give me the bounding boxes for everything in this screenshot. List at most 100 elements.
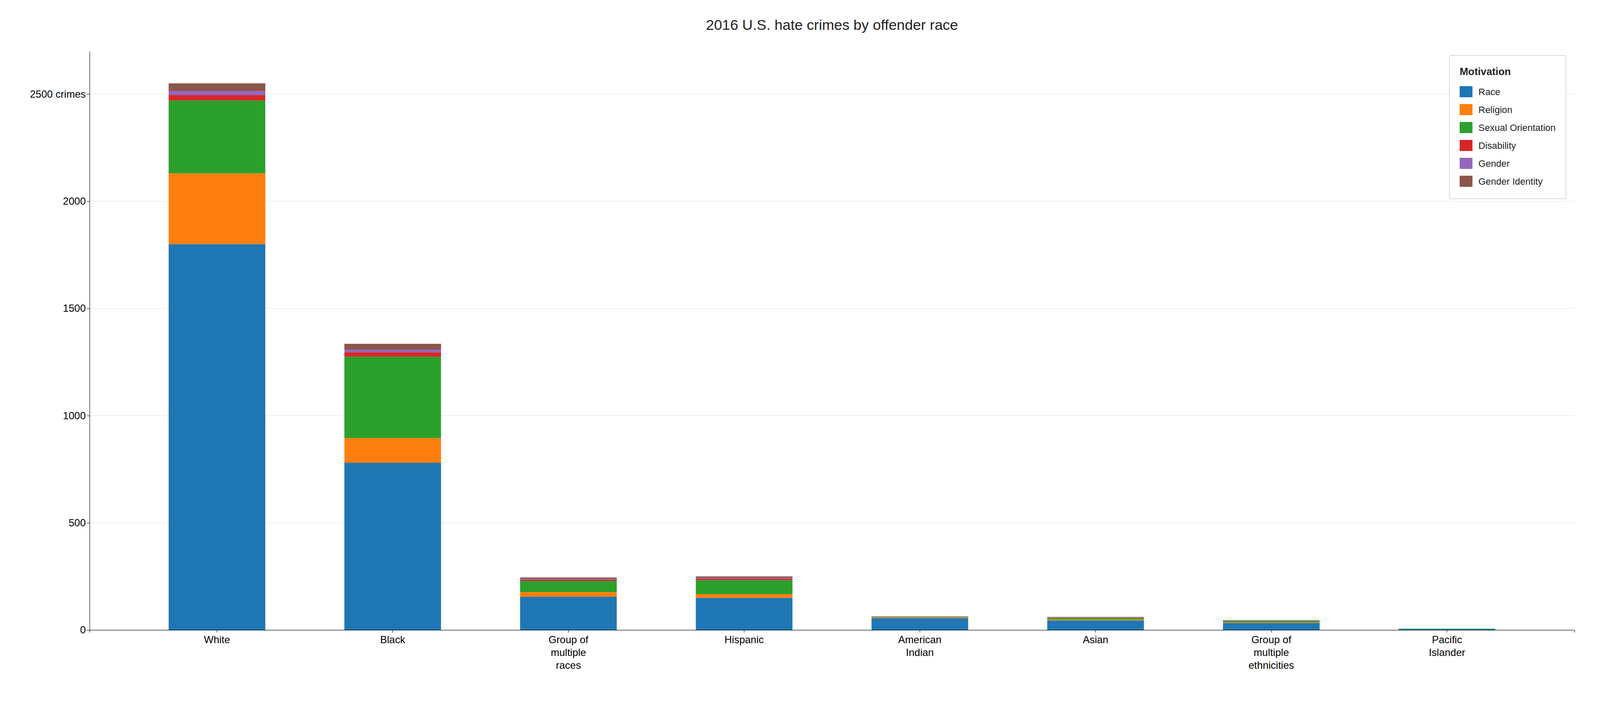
x-tick-mark <box>392 630 393 633</box>
y-axis-line <box>89 51 91 631</box>
y-tick-mark <box>87 522 90 524</box>
x-tick: White <box>203 630 230 646</box>
bar <box>695 577 793 579</box>
bar <box>1222 620 1320 621</box>
y-tick-mark <box>87 308 90 309</box>
x-tick-mark <box>743 630 745 633</box>
x-tick-label-line: ethnicities <box>1248 659 1295 671</box>
bar <box>519 596 617 631</box>
bar <box>695 576 793 578</box>
bar <box>1222 620 1320 622</box>
bar-series <box>168 83 1320 621</box>
bar-series <box>168 95 1320 622</box>
x-axis-line <box>90 630 1575 634</box>
bar-series <box>168 243 1496 631</box>
bar <box>871 617 969 619</box>
y-tick-mark <box>87 94 90 95</box>
legend-item: Race <box>1459 86 1501 98</box>
bar <box>871 615 969 617</box>
bar <box>1222 622 1320 631</box>
bar <box>168 100 266 174</box>
bar <box>1047 617 1145 619</box>
x-tick-label-line: races <box>555 659 581 671</box>
grid-line <box>89 415 1575 416</box>
bar <box>1047 619 1145 621</box>
y-tick-label: 1000 <box>63 409 86 422</box>
legend-label: Disability <box>1478 140 1516 151</box>
y-tick-label: 0 <box>80 624 86 636</box>
x-tick-label-line: Group of <box>548 633 589 646</box>
bar <box>871 618 969 631</box>
legend-title: Motivation <box>1459 65 1511 78</box>
x-tick-label-line: Islander <box>1428 646 1466 659</box>
x-tick: Group ofmultipleraces <box>548 630 589 671</box>
bar <box>1222 621 1320 623</box>
bar <box>1398 628 1496 629</box>
x-tick-label-line: Black <box>380 633 406 646</box>
y-tick-label: 500 <box>68 516 86 529</box>
legend-item: Gender Identity <box>1459 175 1543 187</box>
x-tick-label-line: Indian <box>905 646 934 659</box>
bar <box>871 616 969 618</box>
x-tick-mark <box>919 630 921 633</box>
bar <box>695 580 793 595</box>
bar <box>344 438 442 463</box>
chart: 05001000150020002500 crimesWhiteBlackGro… <box>0 0 1600 711</box>
x-tick-label: Black <box>380 633 406 646</box>
bar <box>1398 628 1496 629</box>
legend-frame <box>1449 55 1566 199</box>
legend-item: Disability <box>1459 139 1516 151</box>
x-tick-label-line: multiple <box>550 646 587 659</box>
grid-line <box>89 308 1575 309</box>
x-tick-label-line: American <box>898 633 942 646</box>
bar <box>871 616 969 618</box>
bar <box>1398 629 1496 631</box>
legend-label: Gender Identity <box>1478 176 1543 187</box>
legend-label: Sexual Orientation <box>1478 122 1556 134</box>
x-axis: WhiteBlackGroup ofmultipleracesHispanicA… <box>90 630 1575 671</box>
bar <box>695 594 793 599</box>
legend: MotivationRaceReligionSexual Orientation… <box>1449 55 1566 199</box>
bar <box>519 577 617 579</box>
y-tick: 2500 crimes <box>29 88 90 100</box>
legend-label: Gender <box>1478 158 1510 169</box>
x-tick-mark <box>1446 630 1448 633</box>
legend-label: Race <box>1478 86 1501 98</box>
bar <box>695 598 793 631</box>
x-tick-label-line: Asian <box>1082 633 1109 646</box>
x-tick-label-line: White <box>203 633 230 646</box>
legend-swatch <box>1459 139 1473 151</box>
grid <box>89 94 1575 631</box>
bar <box>168 173 266 244</box>
y-tick-mark <box>87 415 90 416</box>
x-tick-label-line: Pacific <box>1431 633 1463 646</box>
bars <box>168 83 1496 631</box>
y-tick-mark <box>87 630 90 631</box>
legend-swatch <box>1459 175 1473 187</box>
y-tick: 1500 <box>63 302 90 314</box>
y-axis: 05001000150020002500 crimes <box>29 51 90 636</box>
bar <box>1222 620 1320 622</box>
bar <box>168 243 266 631</box>
bar <box>168 90 266 96</box>
bar <box>344 343 442 350</box>
legend-swatch <box>1459 121 1473 134</box>
x-tick: Asian <box>1082 630 1109 646</box>
plot: 05001000150020002500 crimesWhiteBlackGro… <box>29 51 1575 672</box>
title: 2016 U.S. hate crimes by offender race <box>705 16 959 33</box>
bar <box>1398 628 1496 629</box>
x-tick: Group ofmultipleethnicities <box>1248 630 1295 671</box>
bar <box>695 578 793 581</box>
legend-item: Sexual Orientation <box>1459 121 1556 134</box>
bar <box>519 592 617 597</box>
y-tick: 0 <box>80 624 90 636</box>
bar <box>871 616 969 618</box>
x-tick-label: Group ofmultipleraces <box>548 633 589 671</box>
bar <box>519 580 617 593</box>
x-tick-label: Asian <box>1082 633 1109 646</box>
x-tick-label: White <box>203 633 230 646</box>
bar-series <box>168 173 1320 623</box>
grid-line <box>89 93 1575 95</box>
bar <box>344 462 442 631</box>
grid-line <box>89 200 1575 202</box>
